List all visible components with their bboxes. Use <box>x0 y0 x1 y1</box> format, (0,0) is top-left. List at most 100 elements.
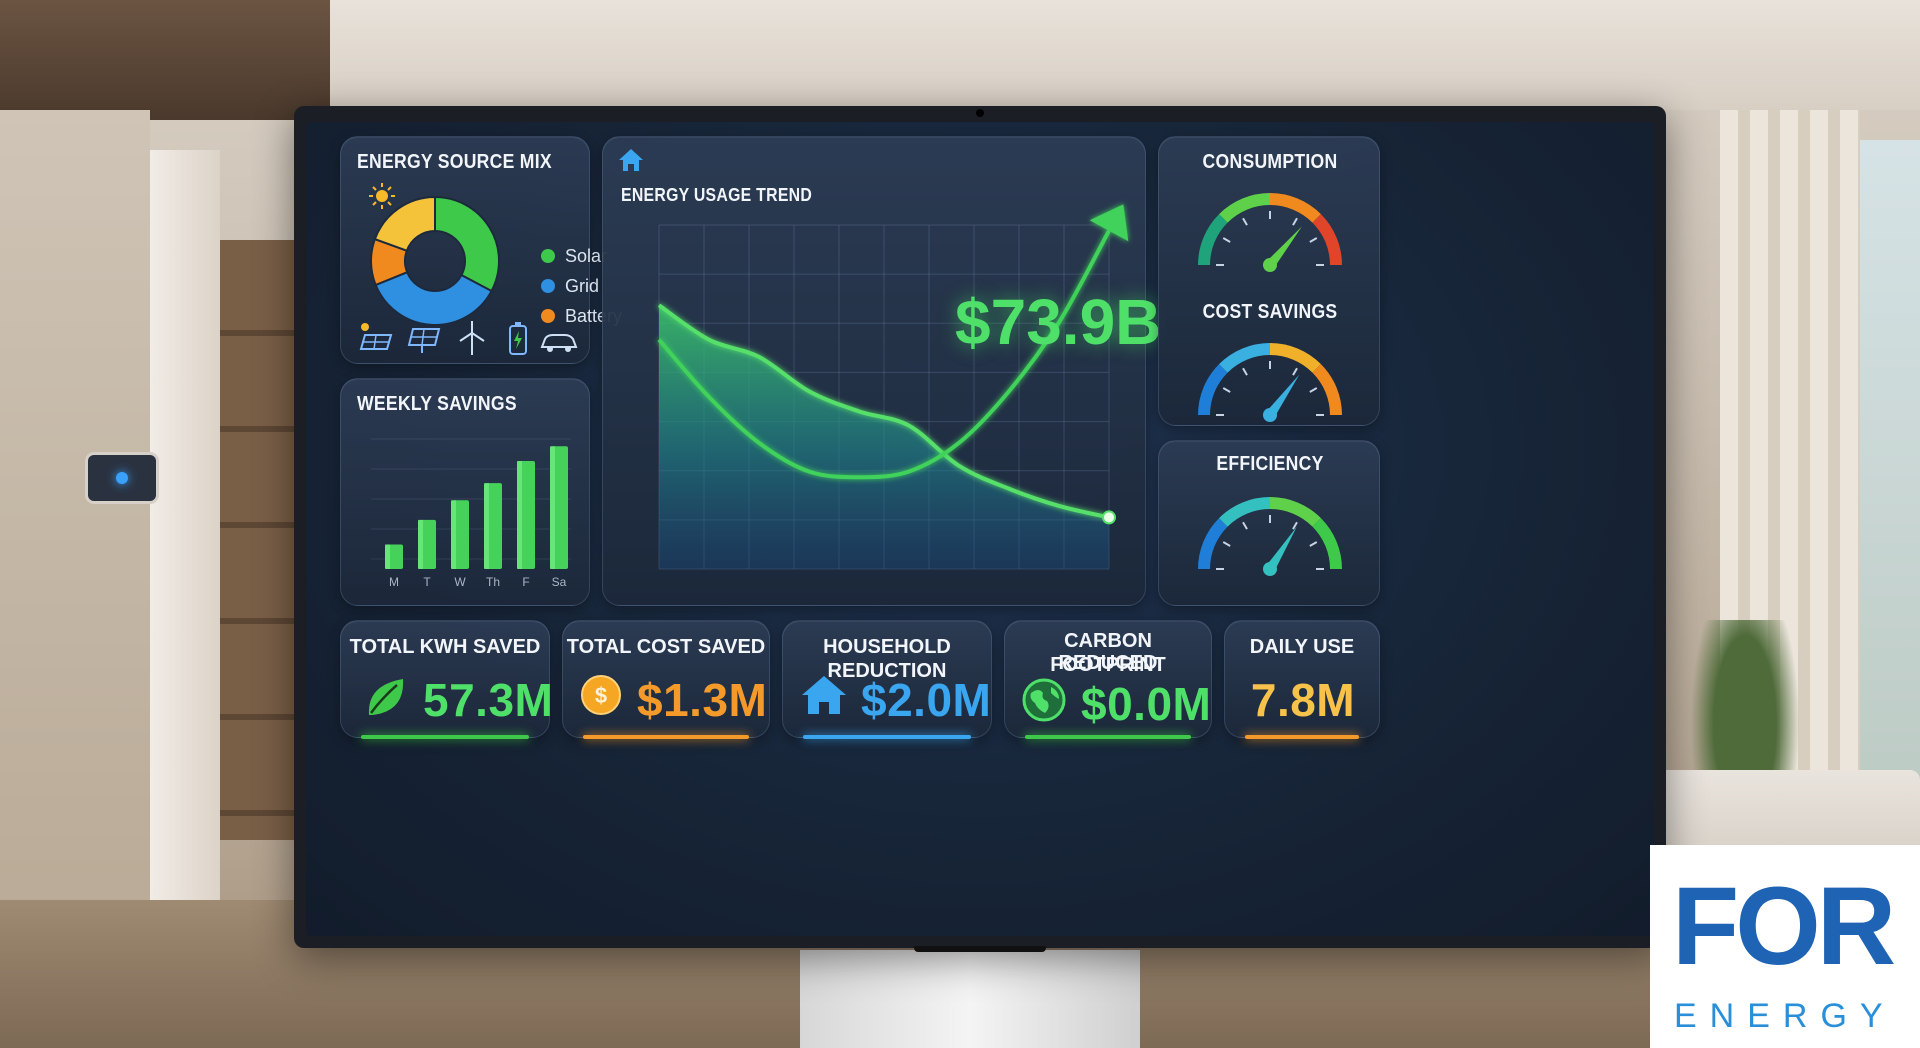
gauge-tick <box>1292 521 1298 530</box>
legend-dot <box>541 309 555 323</box>
gauge-arc-segment <box>1219 193 1271 223</box>
energy-mix-donut[interactable] <box>365 191 505 331</box>
bar-label: M <box>389 575 399 589</box>
kpi-title: CARBON FOOTPRINT <box>1050 630 1166 676</box>
gauge-title-cost-savings: COST SAVINGS <box>1202 301 1338 323</box>
solar-panel-icon <box>359 323 393 350</box>
home-icon <box>619 149 643 171</box>
bar-highlight <box>517 461 522 569</box>
consumption-gauge[interactable] <box>1185 177 1355 277</box>
gauge-hub <box>1263 258 1277 272</box>
donut-slice[interactable] <box>374 270 493 326</box>
coin-icon: $ <box>581 675 621 715</box>
legend-label: Solar <box>565 245 608 266</box>
wall-thermostat <box>88 455 156 501</box>
legend-item-grid[interactable]: Grid <box>541 271 622 301</box>
kpi-title: TOTAL KWH SAVED <box>349 636 541 658</box>
weekly-savings-title: WEEKLY SAVINGS <box>357 393 517 415</box>
kpi-value: 57.3M <box>423 674 554 726</box>
car-icon <box>540 334 578 352</box>
energy-usage-trend-chart[interactable] <box>603 137 1147 607</box>
energy-usage-trend-panel[interactable]: ENERGY USAGE TREND <box>602 136 1161 607</box>
wind-turbine-icon <box>459 321 485 355</box>
kpi-glow <box>361 735 529 739</box>
kpi-carbon-footprint-reduced[interactable]: CARBON FOOTPRINT REDUCED $0.0M <box>1004 620 1212 739</box>
kpi-glow <box>583 735 749 739</box>
bar-highlight <box>418 519 423 569</box>
sun-icon <box>369 183 395 209</box>
legend-dot <box>541 279 555 293</box>
monitor-stand <box>800 950 1140 1048</box>
gauge-tick <box>1242 367 1248 376</box>
pillar <box>150 150 220 930</box>
weekly-savings-chart[interactable] <box>341 379 591 607</box>
leaf-icon <box>368 679 404 715</box>
kpi-value: $0.0M <box>1081 678 1212 730</box>
kpi-title: HOUSEHOLD REDUCTION <box>823 636 951 682</box>
bar-highlight <box>451 500 456 569</box>
gauge-arc-segment <box>1269 343 1321 373</box>
bar-label: F <box>522 575 530 589</box>
kpi-title-line2: REDUCED <box>1058 652 1158 674</box>
gauge-title-efficiency: EFFICIENCY <box>1216 453 1324 475</box>
kpi-total-cost-saved[interactable]: TOTAL COST SAVED $ $1.3M <box>562 620 770 739</box>
trend-arrow-head <box>1089 204 1129 242</box>
gauge-arc-segment <box>1312 214 1342 266</box>
gauge-arc-segment <box>1198 214 1228 266</box>
efficiency-panel[interactable]: EFFICIENCY <box>1158 440 1380 606</box>
kpi-title: TOTAL COST SAVED <box>566 636 766 658</box>
weekly-savings-panel[interactable]: WEEKLY SAVINGS M T W Th F Sa <box>340 378 590 606</box>
legend-item-solar[interactable]: Solar <box>541 241 622 271</box>
gauge-tick <box>1309 237 1318 243</box>
gauge-arc-segment <box>1219 497 1271 527</box>
dashboard-screen: ENERGY SOURCE MIX Solar <box>306 122 1654 936</box>
donut-slice[interactable] <box>373 195 436 253</box>
gauge-arc-segment <box>1269 193 1321 223</box>
gauge-tick <box>1309 387 1318 393</box>
bar-label: Th <box>485 575 500 589</box>
gauge-title-consumption: CONSUMPTION <box>1202 151 1338 173</box>
globe-icon <box>1022 678 1066 722</box>
trend-line-projection <box>657 229 1111 480</box>
gauge-arc-segment <box>1269 497 1321 527</box>
energy-usage-trend-title: ENERGY USAGE TREND <box>621 185 813 205</box>
kpi-value: $1.3M <box>637 674 768 726</box>
wood-shelf <box>220 240 300 840</box>
legend-dot <box>541 249 555 263</box>
consumption-cost-panel[interactable]: CONSUMPTION COST SAVINGS <box>1158 136 1380 426</box>
webcam <box>976 109 984 117</box>
svg-text:$: $ <box>595 683 607 708</box>
kpi-household-reduction[interactable]: HOUSEHOLD REDUCTION $2.0M <box>782 620 992 739</box>
efficiency-gauge[interactable] <box>1185 481 1355 581</box>
bar-highlight <box>385 544 390 569</box>
gauge-arc-segment <box>1312 364 1342 416</box>
gauge-arc-segment <box>1219 343 1271 373</box>
bar-highlight <box>484 483 489 569</box>
bar-label: W <box>454 575 466 589</box>
gauge-hub <box>1263 408 1277 422</box>
gauge-arc-segment <box>1312 518 1342 570</box>
gauge-tick <box>1309 541 1318 547</box>
monitor: ENERGY SOURCE MIX Solar <box>294 106 1666 952</box>
trend-line-usage <box>657 303 1110 520</box>
donut-slice[interactable] <box>434 195 500 293</box>
gauge-tick <box>1222 387 1231 393</box>
gauge-tick <box>1292 367 1298 376</box>
gauge-tick <box>1292 217 1298 226</box>
gauge-tick <box>1222 541 1231 547</box>
left-wall <box>0 110 150 1010</box>
gauge-tick <box>1242 521 1248 530</box>
kpi-daily-use[interactable]: DAILY USE 7.8M <box>1224 620 1380 739</box>
ceiling-beam <box>0 0 330 120</box>
kpi-glow <box>1025 735 1191 739</box>
battery-icon <box>509 322 527 355</box>
kpi-value: 7.8M <box>1250 674 1356 726</box>
gauge-tick <box>1222 237 1231 243</box>
house-icon <box>802 676 846 714</box>
energy-source-mix-panel[interactable]: ENERGY SOURCE MIX Solar <box>340 136 622 364</box>
gauge-needle <box>1266 226 1302 269</box>
logo-wordmark: FOR <box>1672 865 1896 988</box>
kpi-total-kwh-saved[interactable]: TOTAL KWH SAVED 57.3M <box>340 620 554 739</box>
gauge-tick <box>1242 217 1248 226</box>
cost-savings-gauge[interactable] <box>1185 327 1355 427</box>
